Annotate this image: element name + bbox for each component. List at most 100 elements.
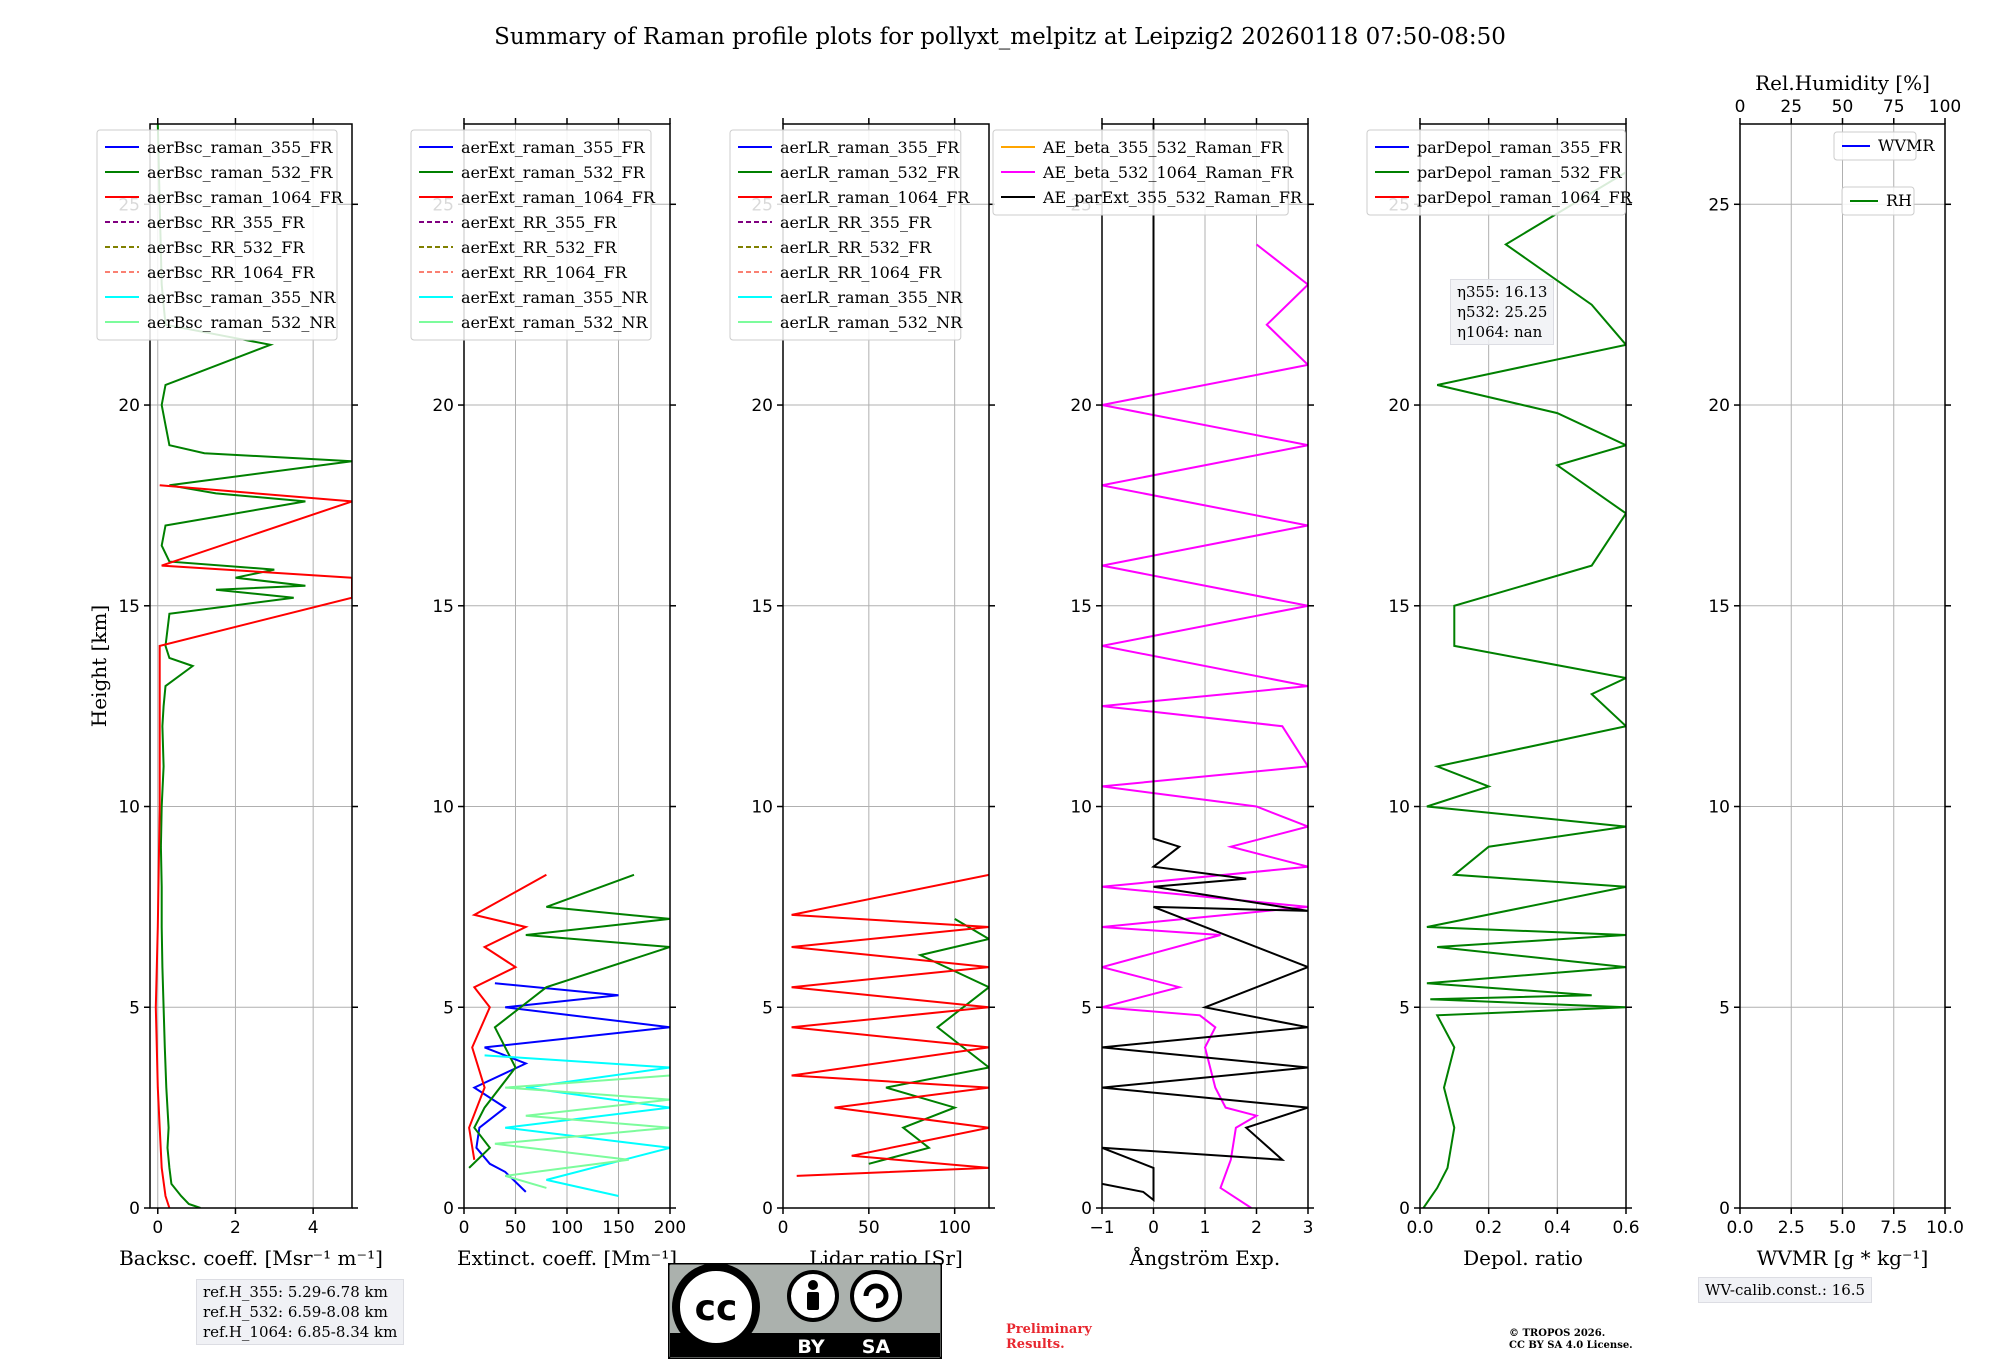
axes-frame bbox=[782, 123, 990, 1209]
y-tick-label: 10 bbox=[432, 798, 454, 818]
cc-letters-icon: cc bbox=[695, 1288, 738, 1329]
preliminary-line-2: Results. bbox=[1006, 1337, 1065, 1352]
legend-label: aerBsc_raman_355_NR bbox=[147, 288, 336, 307]
x-tick-label: 5.0 bbox=[1829, 1218, 1856, 1238]
y-tick-label: 15 bbox=[1070, 597, 1092, 617]
y-tick-label: 20 bbox=[751, 396, 773, 416]
plot-area bbox=[1102, 124, 1308, 1208]
legend-label: aerBsc_RR_1064_FR bbox=[147, 263, 316, 282]
y-tick-label: 10 bbox=[1388, 798, 1410, 818]
eta-box: η355: 16.13 η532: 25.25 η1064: nan bbox=[1450, 279, 1555, 345]
legend-label: aerBsc_raman_532_FR bbox=[147, 163, 333, 182]
series-line-aerBsc_raman_532_FR bbox=[156, 124, 352, 1208]
y-tick-label: 0 bbox=[1081, 1199, 1092, 1219]
series-line-aerExt_raman_355_NR bbox=[484, 1054, 670, 1197]
y-tick-label: 20 bbox=[118, 396, 140, 416]
legend-box bbox=[1833, 131, 1917, 161]
eta-355: η355: 16.13 bbox=[1457, 283, 1548, 301]
x-axis-label: Backsc. coeff. [Msr⁻¹ m⁻¹] bbox=[119, 1246, 383, 1270]
legend-label: aerLR_raman_355_NR bbox=[780, 288, 963, 307]
series-line-aerLR_raman_1064_FR bbox=[791, 873, 989, 1177]
cc-circle-icon bbox=[672, 1263, 760, 1351]
plot-area bbox=[468, 873, 670, 1197]
series-line-AE_beta_532_1064_Raman_FR bbox=[1102, 243, 1308, 1208]
legend-label: aerExt_raman_355_NR bbox=[461, 288, 649, 307]
legend-label: aerBsc_RR_532_FR bbox=[147, 238, 305, 257]
x-tick-label: −1 bbox=[1089, 1218, 1114, 1238]
legend-label: aerLR_RR_1064_FR bbox=[780, 263, 942, 282]
legend-label: aerExt_raman_355_FR bbox=[461, 138, 646, 157]
legend-box bbox=[1366, 129, 1626, 216]
y-tick-label: 5 bbox=[129, 998, 140, 1018]
legend-label: aerExt_RR_532_FR bbox=[461, 238, 618, 257]
series-line-aerBsc_raman_1064_FR bbox=[154, 484, 352, 1208]
x-tick-label: 50 bbox=[505, 1218, 527, 1238]
top-tick-label: 100 bbox=[1929, 97, 1961, 117]
figure-title: Summary of Raman profile plots for polly… bbox=[494, 24, 1506, 50]
y-tick-label: 20 bbox=[1070, 396, 1092, 416]
panel-lr: 0501000510152025Lidar ratio [Sr]aerLR_ra… bbox=[729, 118, 995, 1270]
x-tick-label: 0.2 bbox=[1475, 1218, 1502, 1238]
y-axis-label: Height [km] bbox=[87, 605, 111, 727]
x-axis-label: Depol. ratio bbox=[1463, 1246, 1583, 1270]
x-tick-label: 0.6 bbox=[1612, 1218, 1639, 1238]
series-line-aerExt_raman_355_FR bbox=[472, 982, 670, 1193]
x-tick-label: 50 bbox=[858, 1218, 880, 1238]
x-tick-label: 0 bbox=[459, 1218, 470, 1238]
copyright-line-1: © TROPOS 2026. bbox=[1509, 1328, 1606, 1339]
x-tick-label: 2.5 bbox=[1778, 1218, 1805, 1238]
legend-box bbox=[96, 129, 338, 341]
preliminary-results-note: Preliminary Results. bbox=[1006, 1322, 1092, 1352]
x-tick-label: 10.0 bbox=[1926, 1218, 1964, 1238]
y-tick-label: 10 bbox=[118, 798, 140, 818]
y-tick-label: 5 bbox=[762, 998, 773, 1018]
y-tick-label: 25 bbox=[1708, 195, 1730, 215]
legend-label: aerLR_raman_532_NR bbox=[780, 313, 963, 332]
x-tick-label: 150 bbox=[602, 1218, 634, 1238]
top-axis-label: Rel.Humidity [%] bbox=[1755, 71, 1930, 95]
legend-label: WVMR bbox=[1878, 136, 1935, 155]
series-line-aerLR_raman_532_FR bbox=[868, 918, 989, 1165]
preliminary-line-1: Preliminary bbox=[1006, 1322, 1092, 1337]
top-tick-label: 75 bbox=[1883, 97, 1905, 117]
legend-label: aerExt_RR_1064_FR bbox=[461, 263, 628, 282]
legend-label: aerBsc_raman_1064_FR bbox=[147, 188, 344, 207]
panels-container: 0240510152025Backsc. coeff. [Msr⁻¹ m⁻¹]H… bbox=[87, 71, 1964, 1270]
legend-label: aerBsc_raman_355_FR bbox=[147, 138, 333, 157]
wv-calibration-const: WV-calib.const.: 16.5 bbox=[1705, 1281, 1866, 1299]
top-tick-label: 50 bbox=[1832, 97, 1854, 117]
x-tick-label: 0.0 bbox=[1726, 1218, 1753, 1238]
legend-label: aerBsc_RR_355_FR bbox=[147, 213, 305, 232]
x-tick-label: 2 bbox=[1251, 1218, 1262, 1238]
y-tick-label: 0 bbox=[129, 1199, 140, 1219]
plot-area bbox=[154, 124, 352, 1208]
x-tick-label: 1 bbox=[1200, 1218, 1211, 1238]
y-tick-label: 10 bbox=[751, 798, 773, 818]
series-line-aerExt_raman_1064_FR bbox=[468, 873, 547, 1160]
x-tick-label: 0 bbox=[1148, 1218, 1159, 1238]
x-tick-label: 0 bbox=[152, 1218, 163, 1238]
legend-label: aerExt_raman_532_FR bbox=[461, 163, 646, 182]
axes-frame bbox=[1419, 123, 1627, 1209]
x-axis-label: Extinct. coeff. [Mm⁻¹] bbox=[457, 1246, 677, 1270]
legend-label: aerLR_raman_355_FR bbox=[780, 138, 960, 157]
x-axis-label: WVMR [g * kg⁻¹] bbox=[1757, 1246, 1929, 1270]
panel-wv: 0.0 2.5 5.0 7.5 10.0 0 5 10 15 20 25 0 25 50 75 100Rel.… bbox=[1708, 71, 1964, 1270]
plot-area bbox=[1422, 171, 1626, 1208]
legend-box bbox=[992, 129, 1289, 216]
reference-heights-box: ref.H_355: 5.29-6.78 km ref.H_532: 6.59-… bbox=[196, 1279, 405, 1345]
y-tick-label: 10 bbox=[1070, 798, 1092, 818]
x-tick-label: 4 bbox=[308, 1218, 319, 1238]
y-tick-label: 0 bbox=[443, 1199, 454, 1219]
y-tick-label: 15 bbox=[751, 597, 773, 617]
copyright-line-2: CC BY SA 4.0 License. bbox=[1509, 1340, 1633, 1351]
y-tick-label: 15 bbox=[1388, 597, 1410, 617]
y-tick-label: 5 bbox=[1719, 998, 1730, 1018]
panel-bsc: 0240510152025Backsc. coeff. [Msr⁻¹ m⁻¹]H… bbox=[87, 118, 383, 1270]
y-tick-label: 5 bbox=[443, 998, 454, 1018]
share-alike-icon bbox=[850, 1270, 902, 1322]
x-tick-label: 7.5 bbox=[1880, 1218, 1907, 1238]
plot-area bbox=[791, 873, 989, 1177]
legend-box bbox=[729, 129, 962, 341]
